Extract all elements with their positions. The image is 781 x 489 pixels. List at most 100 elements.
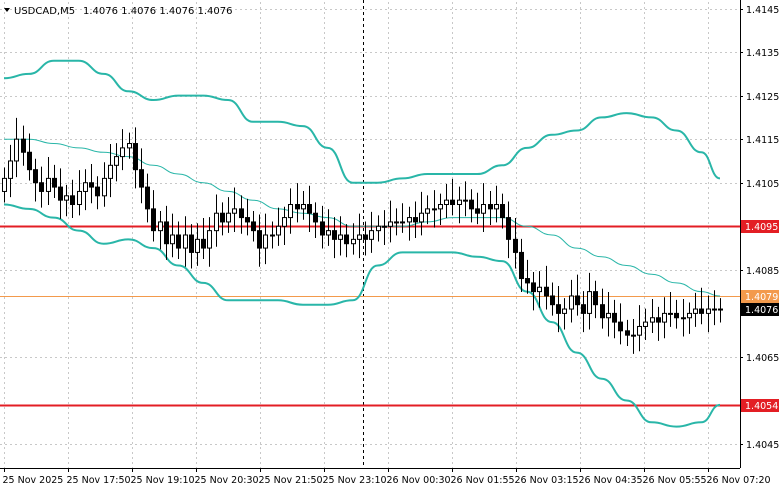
candle bbox=[606, 292, 611, 337]
candle bbox=[569, 279, 574, 323]
candle bbox=[288, 188, 293, 234]
candle-body bbox=[425, 208, 430, 214]
candle bbox=[575, 274, 580, 316]
candle-body bbox=[681, 317, 686, 320]
candle bbox=[612, 299, 617, 339]
candle-body bbox=[276, 225, 281, 236]
candle bbox=[220, 202, 225, 236]
candle bbox=[201, 218, 206, 259]
candle-body bbox=[369, 230, 374, 240]
candle bbox=[481, 183, 486, 232]
candle-body bbox=[189, 234, 194, 253]
candle-body bbox=[612, 312, 617, 323]
candle-body bbox=[176, 234, 181, 249]
candle-body bbox=[214, 212, 219, 232]
candle bbox=[52, 164, 57, 198]
candle bbox=[376, 215, 381, 242]
candle-body bbox=[656, 317, 661, 323]
candle-body bbox=[351, 238, 356, 245]
candle bbox=[145, 173, 150, 223]
candle bbox=[469, 189, 474, 223]
candle bbox=[189, 224, 194, 269]
candle bbox=[438, 193, 443, 225]
x-tick-label: 26 Nov 05:55 bbox=[643, 475, 707, 486]
candle-body bbox=[400, 221, 405, 224]
candle-body bbox=[251, 221, 256, 232]
candle-body bbox=[432, 208, 437, 211]
x-tick-label: 25 Nov 20:30 bbox=[195, 475, 259, 486]
x-tick-label: 26 Nov 04:35 bbox=[579, 475, 643, 486]
candle-body bbox=[8, 160, 13, 179]
y-tick-label: 1.4045 bbox=[746, 440, 779, 451]
support-tag bbox=[741, 399, 779, 412]
candle bbox=[2, 167, 7, 203]
candle-body bbox=[301, 204, 306, 210]
candle bbox=[550, 282, 555, 316]
candle-body bbox=[625, 330, 630, 336]
y-tick-label: 1.4105 bbox=[746, 179, 779, 190]
candle bbox=[674, 299, 679, 329]
candle-body bbox=[618, 321, 623, 332]
candle-body bbox=[295, 204, 300, 210]
candle-body bbox=[699, 308, 704, 314]
candle-body bbox=[718, 308, 723, 311]
candle-body bbox=[307, 204, 312, 214]
candle bbox=[320, 205, 325, 249]
x-tick-label: 26 Nov 07:20 bbox=[707, 475, 771, 486]
y-tick-label: 1.4115 bbox=[746, 135, 779, 146]
candle-body bbox=[463, 199, 468, 202]
candle bbox=[257, 214, 262, 267]
candle-body bbox=[581, 304, 586, 314]
support-tag-label: 1.4054 bbox=[745, 401, 778, 412]
candle bbox=[207, 217, 212, 267]
candle bbox=[363, 221, 368, 256]
candle bbox=[718, 298, 723, 323]
candle-body bbox=[145, 186, 150, 210]
candle bbox=[457, 186, 462, 224]
x-tick-label: 25 Nov 21:50 bbox=[259, 475, 323, 486]
candle bbox=[537, 271, 542, 308]
candle bbox=[245, 198, 250, 236]
candle bbox=[475, 192, 480, 225]
candle-body bbox=[419, 212, 424, 223]
candle-body bbox=[382, 225, 387, 228]
candle bbox=[650, 299, 655, 333]
candle bbox=[500, 193, 505, 229]
candle bbox=[307, 185, 312, 232]
candle bbox=[556, 285, 561, 333]
candle bbox=[513, 218, 518, 269]
candle-body bbox=[631, 334, 636, 337]
candle-body bbox=[550, 295, 555, 306]
candle-body bbox=[693, 308, 698, 314]
candle bbox=[432, 190, 437, 228]
candle bbox=[618, 303, 623, 345]
candle-body bbox=[457, 199, 462, 206]
candle-body bbox=[313, 212, 318, 223]
candle bbox=[89, 164, 94, 204]
candle-body bbox=[357, 234, 362, 240]
candle-body bbox=[407, 217, 412, 223]
candle-body bbox=[70, 195, 75, 206]
candle-body bbox=[500, 204, 505, 219]
candle-body bbox=[120, 147, 125, 158]
candle-body bbox=[575, 295, 580, 306]
candle-body bbox=[220, 212, 225, 223]
candle-body bbox=[127, 143, 132, 149]
candle-body bbox=[569, 295, 574, 310]
candle-body bbox=[2, 177, 7, 192]
candle-body bbox=[83, 182, 88, 192]
candle bbox=[668, 292, 673, 327]
candle bbox=[525, 259, 530, 294]
x-tick-label: 25 Nov 2025 bbox=[3, 475, 64, 486]
symbol-dropdown-icon[interactable] bbox=[4, 8, 10, 12]
price-tags: 1.4095 1.4079 1.4076 1.4054 bbox=[741, 220, 779, 412]
candle bbox=[183, 216, 188, 267]
candle-body bbox=[207, 230, 212, 249]
candle bbox=[102, 162, 107, 207]
candle-body bbox=[320, 221, 325, 236]
candle-body bbox=[668, 312, 673, 315]
candle bbox=[706, 295, 711, 333]
candle-body bbox=[263, 234, 268, 249]
